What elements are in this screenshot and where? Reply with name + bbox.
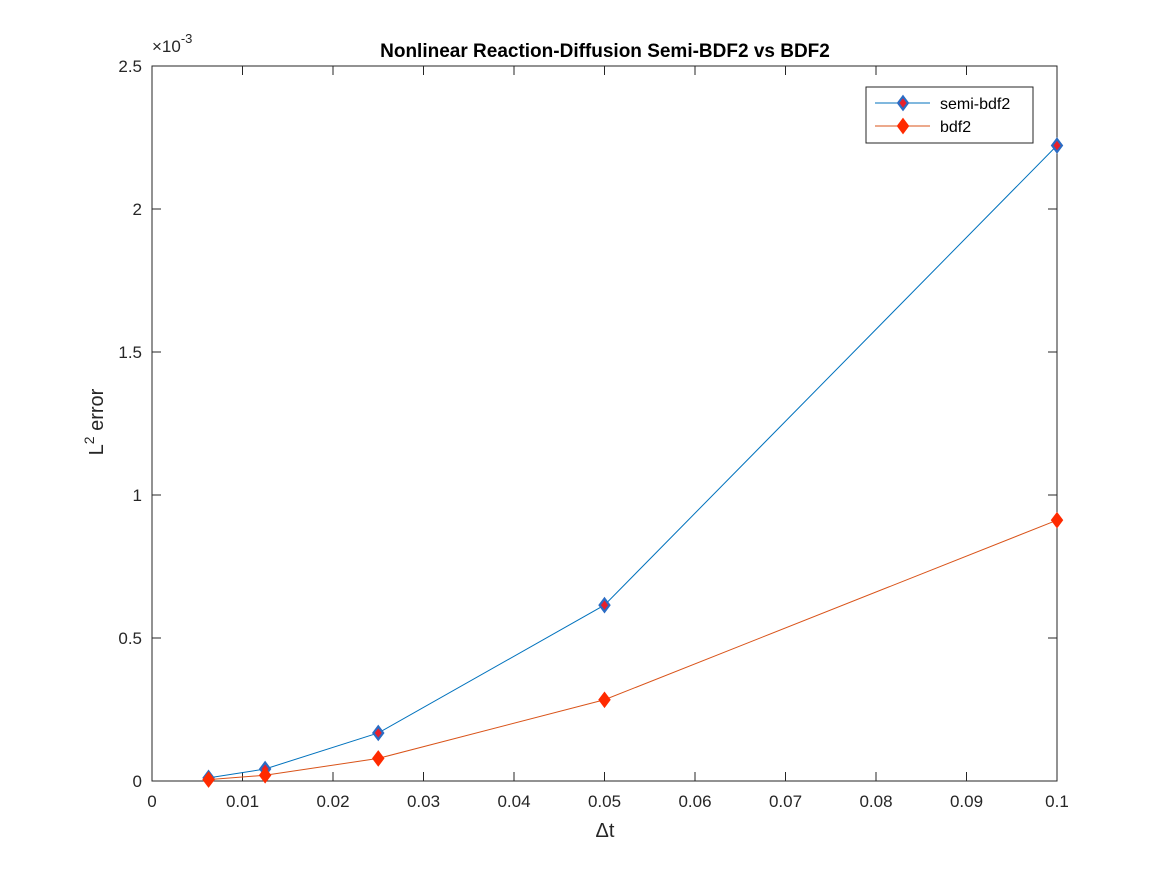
data-point [1050, 137, 1064, 154]
y-axis-title-rest: error [86, 388, 108, 436]
series-bdf2 [202, 511, 1064, 788]
legend-item: semi-bdf2 [875, 94, 1010, 113]
x-tick-label: 0.1 [1045, 792, 1069, 811]
y-exponent-base: ×10 [152, 37, 181, 56]
y-axis-title: L2 error [81, 388, 108, 455]
x-tick-label: 0.09 [950, 792, 983, 811]
y-tick-label: 1 [133, 486, 142, 505]
legend-marker [896, 94, 910, 112]
data-point [598, 691, 611, 709]
series-semi-bdf2 [202, 137, 1064, 787]
y-tick-label: 2.5 [118, 57, 142, 76]
series-layer [202, 137, 1064, 788]
legend-label: bdf2 [940, 119, 971, 136]
legend-label: semi-bdf2 [940, 96, 1010, 113]
legend-marker [896, 117, 910, 135]
x-tick-label: 0.02 [316, 792, 349, 811]
series-line [208, 519, 1058, 781]
x-tick-label: 0.01 [226, 792, 259, 811]
x-axis-title: Δt [596, 820, 615, 842]
chart-title: Nonlinear Reaction-Diffusion Semi-BDF2 v… [380, 41, 830, 62]
legend: semi-bdf2 bdf2 [865, 86, 1034, 144]
y-tick-label: 1.5 [118, 343, 142, 362]
series-line [208, 145, 1058, 779]
x-tick-label: 0.04 [497, 792, 530, 811]
data-point [258, 766, 272, 784]
data-point [202, 771, 215, 788]
x-tick-label: 0 [147, 792, 156, 811]
data-point [1050, 511, 1064, 529]
x-tick-label: 0.08 [859, 792, 892, 811]
y-axis-exponent: ×10-3 [152, 31, 192, 56]
x-tick-label: 0.03 [407, 792, 440, 811]
y-exponent-power: -3 [181, 31, 193, 46]
y-tick-label: 2 [133, 200, 142, 219]
y-tick-label: 0.5 [118, 629, 142, 648]
data-point [372, 750, 385, 767]
plot-area [151, 65, 1058, 782]
data-point [372, 724, 385, 742]
legend-box [865, 86, 1034, 144]
x-tick-label: 0.07 [769, 792, 802, 811]
y-axis: 0 0.5 1 1.5 2 2.5 [118, 57, 1057, 791]
x-axis: 0 0.01 0.02 0.03 0.04 0.05 0.06 0.07 0.08 0.09 0.1 [147, 66, 1069, 811]
y-axis-title-sup: 2 [81, 436, 97, 444]
legend-item: bdf2 [875, 117, 971, 136]
x-tick-label: 0.06 [678, 792, 711, 811]
data-point [598, 596, 611, 614]
y-tick-label: 0 [133, 772, 142, 791]
x-tick-label: 0.05 [588, 792, 621, 811]
y-axis-title-base: L [86, 444, 108, 455]
